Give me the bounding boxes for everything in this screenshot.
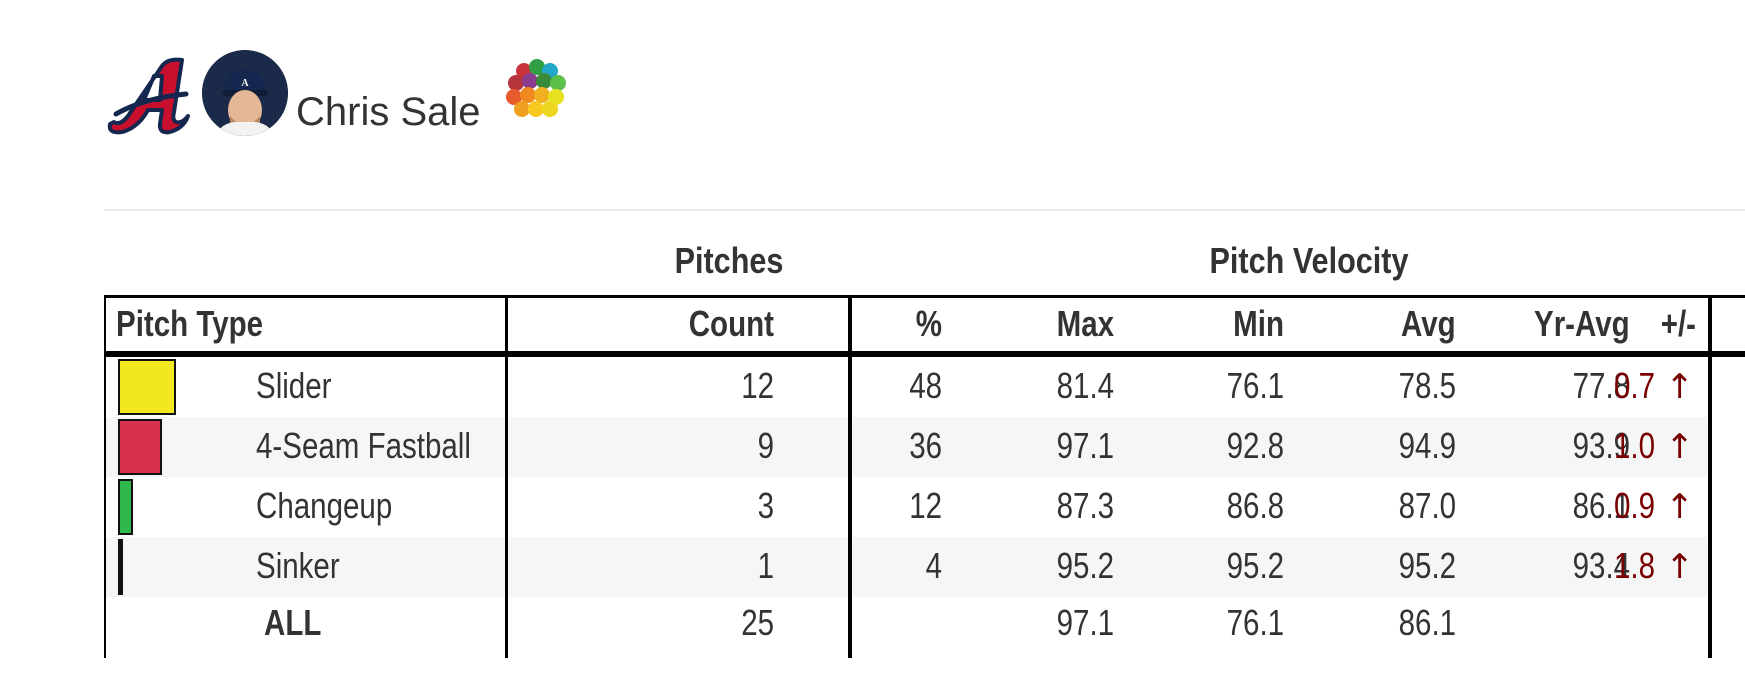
pitch-name: Sinker [256,545,340,586]
velocity-yr-avg: 86.1 [1572,485,1630,526]
braves-a-logo-icon [107,57,190,135]
pitches-divider [848,295,852,658]
color-dots-logo-icon [506,59,566,117]
header-divider [104,209,1745,211]
table-body: Slider 12 48 81.4 76.1 78.5 77.8 0.7 ↑ 4-Seam Fas… [104,357,1745,657]
svg-text:A: A [241,78,249,89]
velocity-avg: 94.9 [1398,425,1456,466]
velocity-max: 81.4 [1056,365,1114,406]
total-row: ALL 25 97.1 76.1 86.1 [104,597,1709,651]
table-row: Slider 12 48 81.4 76.1 78.5 77.8 0.7 ↑ [104,357,1709,417]
pitch-share-swatch [118,359,176,415]
velocity-avg: 87.0 [1398,485,1456,526]
pitch-pct: 36 [909,425,942,466]
velocity-avg: 95.2 [1398,545,1456,586]
up-arrow-icon: ↑ [1665,427,1695,467]
up-arrow-icon: ↑ [1665,547,1695,587]
velocity-diff: 0.9 ↑ [1614,485,1695,527]
player-name: Chris Sale [296,90,481,134]
velocity-max: 97.1 [1056,425,1114,466]
velocity-divider [1708,295,1712,658]
table-left-border [104,295,106,658]
total-avg: 86.1 [1398,602,1456,643]
velocity-min: 95.2 [1226,545,1284,586]
velocity-max: 95.2 [1056,545,1114,586]
col-header-diff: +/- [1660,303,1696,344]
player-headshot-avatar: A [202,50,288,136]
pitch-name: 4-Seam Fastball [256,425,471,466]
pitch-count: 12 [741,365,774,406]
pitch-count: 1 [757,545,774,586]
velocity-diff: 0.7 ↑ [1614,365,1695,407]
velocity-diff: 1.8 ↑ [1614,545,1695,587]
pitch-pct: 48 [909,365,942,406]
column-header-row: Pitch Type Count % Max Min Avg Yr-Avg +/… [104,295,1745,357]
table-row: Changeup 3 12 87.3 86.8 87.0 86.1 0.9 ↑ [104,477,1709,537]
velocity-yr-avg: 93.9 [1572,425,1630,466]
pitch-share-swatch [118,419,162,475]
velocity-max: 87.3 [1056,485,1114,526]
col-header-max: Max [1056,303,1114,344]
velocity-yr-avg: 93.4 [1572,545,1630,586]
pitch-count: 3 [757,485,774,526]
total-label: ALL [264,602,322,643]
spanner-pitches: Pitches [674,240,784,281]
pitch-name: Changeup [256,485,393,526]
velocity-min: 92.8 [1226,425,1284,466]
pitch-share-swatch [118,539,123,595]
total-max: 97.1 [1056,602,1114,643]
pitch-type-divider [505,295,508,658]
col-header-yr-avg: Yr-Avg [1534,303,1630,344]
pitch-pct: 12 [909,485,942,526]
col-header-avg: Avg [1401,303,1456,344]
col-header-pitch-type: Pitch Type [116,303,264,344]
pitch-pct: 4 [925,545,942,586]
pitch-name: Slider [256,365,332,406]
velocity-avg: 78.5 [1398,365,1456,406]
spanner-pitch-velocity: Pitch Velocity [1209,240,1409,281]
table-row: Sinker 1 4 95.2 95.2 95.2 93.4 1.8 ↑ [104,537,1709,597]
pitch-share-swatch [118,479,133,535]
velocity-diff: 1.0 ↑ [1614,425,1695,467]
pitch-count: 9 [757,425,774,466]
col-header-min: Min [1233,303,1284,344]
velocity-min: 76.1 [1226,365,1284,406]
up-arrow-icon: ↑ [1665,367,1695,407]
col-header-pct: % [915,303,942,344]
velocity-min: 86.8 [1226,485,1284,526]
up-arrow-icon: ↑ [1665,487,1695,527]
table-row: 4-Seam Fastball 9 36 97.1 92.8 94.9 93.9 1.0 ↑ [104,417,1709,477]
velocity-yr-avg: 77.8 [1572,365,1630,406]
col-header-count: Count [688,303,774,344]
total-count: 25 [741,602,774,643]
player-header: A Chris Sale [104,50,604,150]
total-min: 76.1 [1226,602,1284,643]
